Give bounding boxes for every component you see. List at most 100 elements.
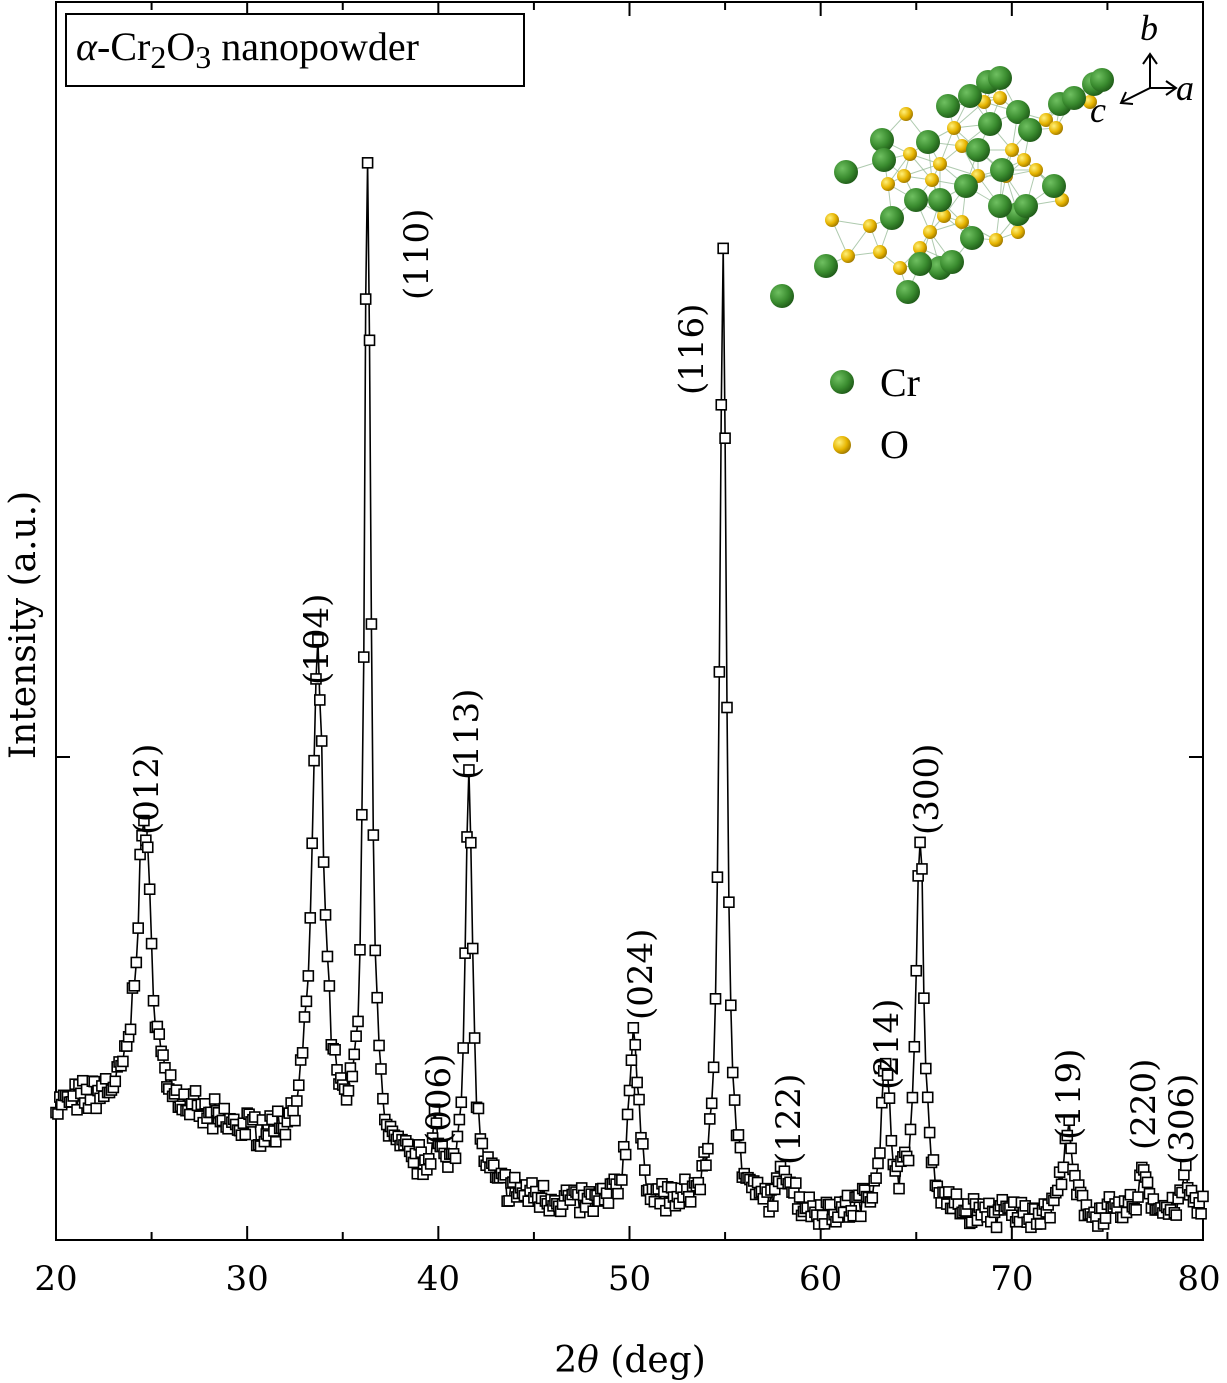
title-cr: -Cr [97, 24, 150, 69]
cr-atom [928, 188, 952, 212]
data-point [348, 1048, 361, 1061]
data-point [921, 1091, 934, 1104]
o-atom [873, 245, 887, 259]
data-point [1099, 1212, 1112, 1224]
data-point [352, 1015, 364, 1028]
data-point [52, 1108, 64, 1120]
data-point [90, 1102, 102, 1115]
data-point [508, 1171, 521, 1184]
o-atom [1083, 95, 1097, 109]
cr-atom [1042, 174, 1066, 198]
o-atom [1029, 163, 1043, 177]
data-point [612, 1187, 624, 1200]
data-point [132, 922, 145, 934]
data-point [1076, 1189, 1089, 1202]
data-point [874, 1147, 886, 1159]
data-point [633, 1093, 645, 1106]
data-point [424, 1158, 437, 1170]
data-point [442, 1161, 454, 1173]
crystal-axes-indicator: b a c [1090, 8, 1194, 130]
cr-atom [870, 128, 894, 152]
cr-atom [1062, 86, 1086, 110]
data-point [707, 1061, 720, 1074]
data-point [329, 1044, 341, 1056]
data-point [990, 1221, 1003, 1234]
data-point [910, 964, 923, 977]
data-point [468, 1032, 481, 1044]
data-point [287, 1105, 299, 1117]
data-point [138, 814, 150, 827]
x-tick-labels: 20 30 40 50 60 70 80 [34, 1259, 1220, 1299]
data-point [375, 1063, 387, 1075]
data-point [1130, 1204, 1142, 1216]
data-point [189, 1085, 202, 1097]
data-point [950, 1188, 963, 1200]
data-point [879, 1057, 892, 1070]
x-axis-title: 2θ (deg) [554, 1340, 706, 1381]
peak-label: (306) [1162, 1074, 1202, 1165]
xrd-pattern-markers [50, 157, 1209, 1234]
cr-atom [954, 174, 978, 198]
cr-atom [990, 158, 1014, 182]
data-point [702, 1142, 714, 1155]
data-point [206, 1122, 219, 1135]
data-point [602, 1197, 615, 1209]
data-point [1057, 1161, 1070, 1174]
x-axis-title-theta: θ [577, 1340, 599, 1381]
data-point [621, 1108, 634, 1121]
cr-atom [1014, 194, 1038, 218]
data-point [1055, 1178, 1068, 1191]
data-point [239, 1128, 252, 1141]
data-point [312, 633, 324, 646]
o-atom [825, 213, 839, 227]
data-point [292, 1079, 305, 1091]
x-axis-title-two: 2 [554, 1340, 577, 1381]
data-point [306, 837, 318, 850]
data-point [363, 334, 376, 347]
data-point [703, 1113, 716, 1125]
data-point [734, 1141, 747, 1154]
chart-title: α-Cr2O3 nanopowder [76, 24, 419, 75]
data-point [130, 956, 143, 969]
data-point [430, 1117, 443, 1129]
o-atom [1017, 153, 1031, 167]
data-point [694, 1183, 707, 1196]
data-point [918, 992, 930, 1004]
axis-c-arrow [1121, 87, 1151, 103]
data-point [315, 735, 328, 747]
data-point [732, 1129, 745, 1141]
legend-cr-label: Cr [880, 360, 920, 405]
data-point [723, 896, 735, 909]
data-point [711, 871, 724, 883]
data-point [117, 1055, 129, 1068]
peak-label: (214) [867, 999, 907, 1090]
data-point [1065, 1142, 1077, 1155]
axis-b-head [1142, 52, 1158, 65]
x-tick-label: 30 [226, 1259, 269, 1299]
peak-label: (122) [769, 1074, 809, 1165]
data-point [866, 1192, 879, 1204]
cr-atom [834, 160, 858, 184]
cr-atom [958, 84, 982, 108]
data-point [883, 1092, 896, 1104]
axis-c-head [1119, 91, 1134, 105]
data-point [487, 1159, 500, 1171]
x-tick-label: 20 [34, 1259, 77, 1299]
data-point [790, 1177, 802, 1189]
data-point [906, 1091, 919, 1104]
data-point [1034, 1218, 1047, 1230]
data-point [923, 1126, 936, 1139]
data-point [623, 1084, 636, 1097]
x-tick-label: 70 [990, 1259, 1033, 1299]
data-point [616, 1174, 628, 1186]
data-point [323, 980, 336, 992]
data-point [270, 1135, 282, 1148]
data-point [684, 1196, 697, 1208]
data-point [428, 1103, 441, 1116]
data-point [279, 1128, 292, 1141]
cr-atom [1018, 118, 1042, 142]
data-point [719, 432, 731, 445]
o-atom [989, 233, 1003, 247]
data-point [178, 1088, 190, 1100]
peak-labels: (012) (104) (110) (006) (113) (024) (116) (122)… [127, 209, 1202, 1165]
